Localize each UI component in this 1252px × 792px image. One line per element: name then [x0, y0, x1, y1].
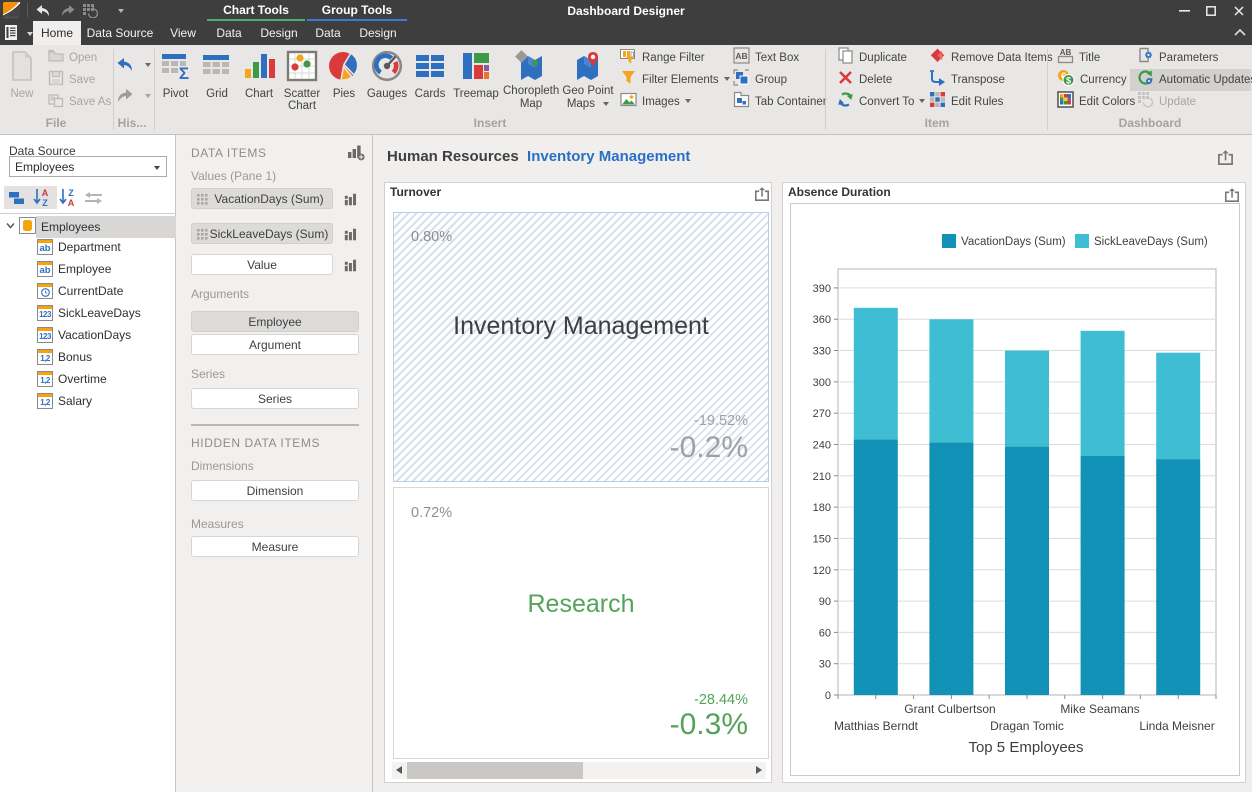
svg-text:390: 390	[813, 283, 831, 295]
svg-text:Grant Culbertson: Grant Culbertson	[904, 702, 995, 716]
svg-text:Σ: Σ	[178, 64, 188, 82]
svg-text:A: A	[68, 198, 75, 207]
svg-text:150: 150	[813, 533, 831, 545]
svg-text:Z: Z	[42, 198, 48, 207]
svg-text:Z: Z	[68, 188, 74, 198]
svg-text:360: 360	[813, 314, 831, 326]
svg-text:Mike Seamans: Mike Seamans	[1060, 702, 1139, 716]
svg-text:VacationDays (Sum): VacationDays (Sum)	[961, 236, 1066, 248]
svg-text:0: 0	[825, 690, 831, 702]
svg-text:A: A	[42, 188, 49, 198]
svg-text:30: 30	[819, 659, 831, 671]
svg-text:60: 60	[819, 627, 831, 639]
svg-text:240: 240	[813, 440, 831, 452]
svg-text:270: 270	[813, 408, 831, 420]
svg-text:€: €	[1061, 71, 1066, 81]
svg-text:AB: AB	[735, 51, 747, 61]
svg-text:$: $	[1066, 75, 1071, 85]
svg-text:SickLeaveDays (Sum): SickLeaveDays (Sum)	[1094, 236, 1208, 248]
svg-text:Linda Meisner: Linda Meisner	[1139, 719, 1214, 733]
svg-text:330: 330	[813, 346, 831, 358]
svg-text:120: 120	[813, 565, 831, 577]
svg-text:90: 90	[819, 596, 831, 608]
svg-text:180: 180	[813, 502, 831, 514]
svg-text:AB: AB	[1060, 48, 1072, 57]
svg-text:300: 300	[813, 377, 831, 389]
svg-text:Dragan Tomic: Dragan Tomic	[990, 719, 1064, 733]
svg-text:210: 210	[813, 471, 831, 483]
svg-text:Matthias Berndt: Matthias Berndt	[834, 719, 919, 733]
svg-text:Top 5 Employees: Top 5 Employees	[968, 739, 1083, 756]
